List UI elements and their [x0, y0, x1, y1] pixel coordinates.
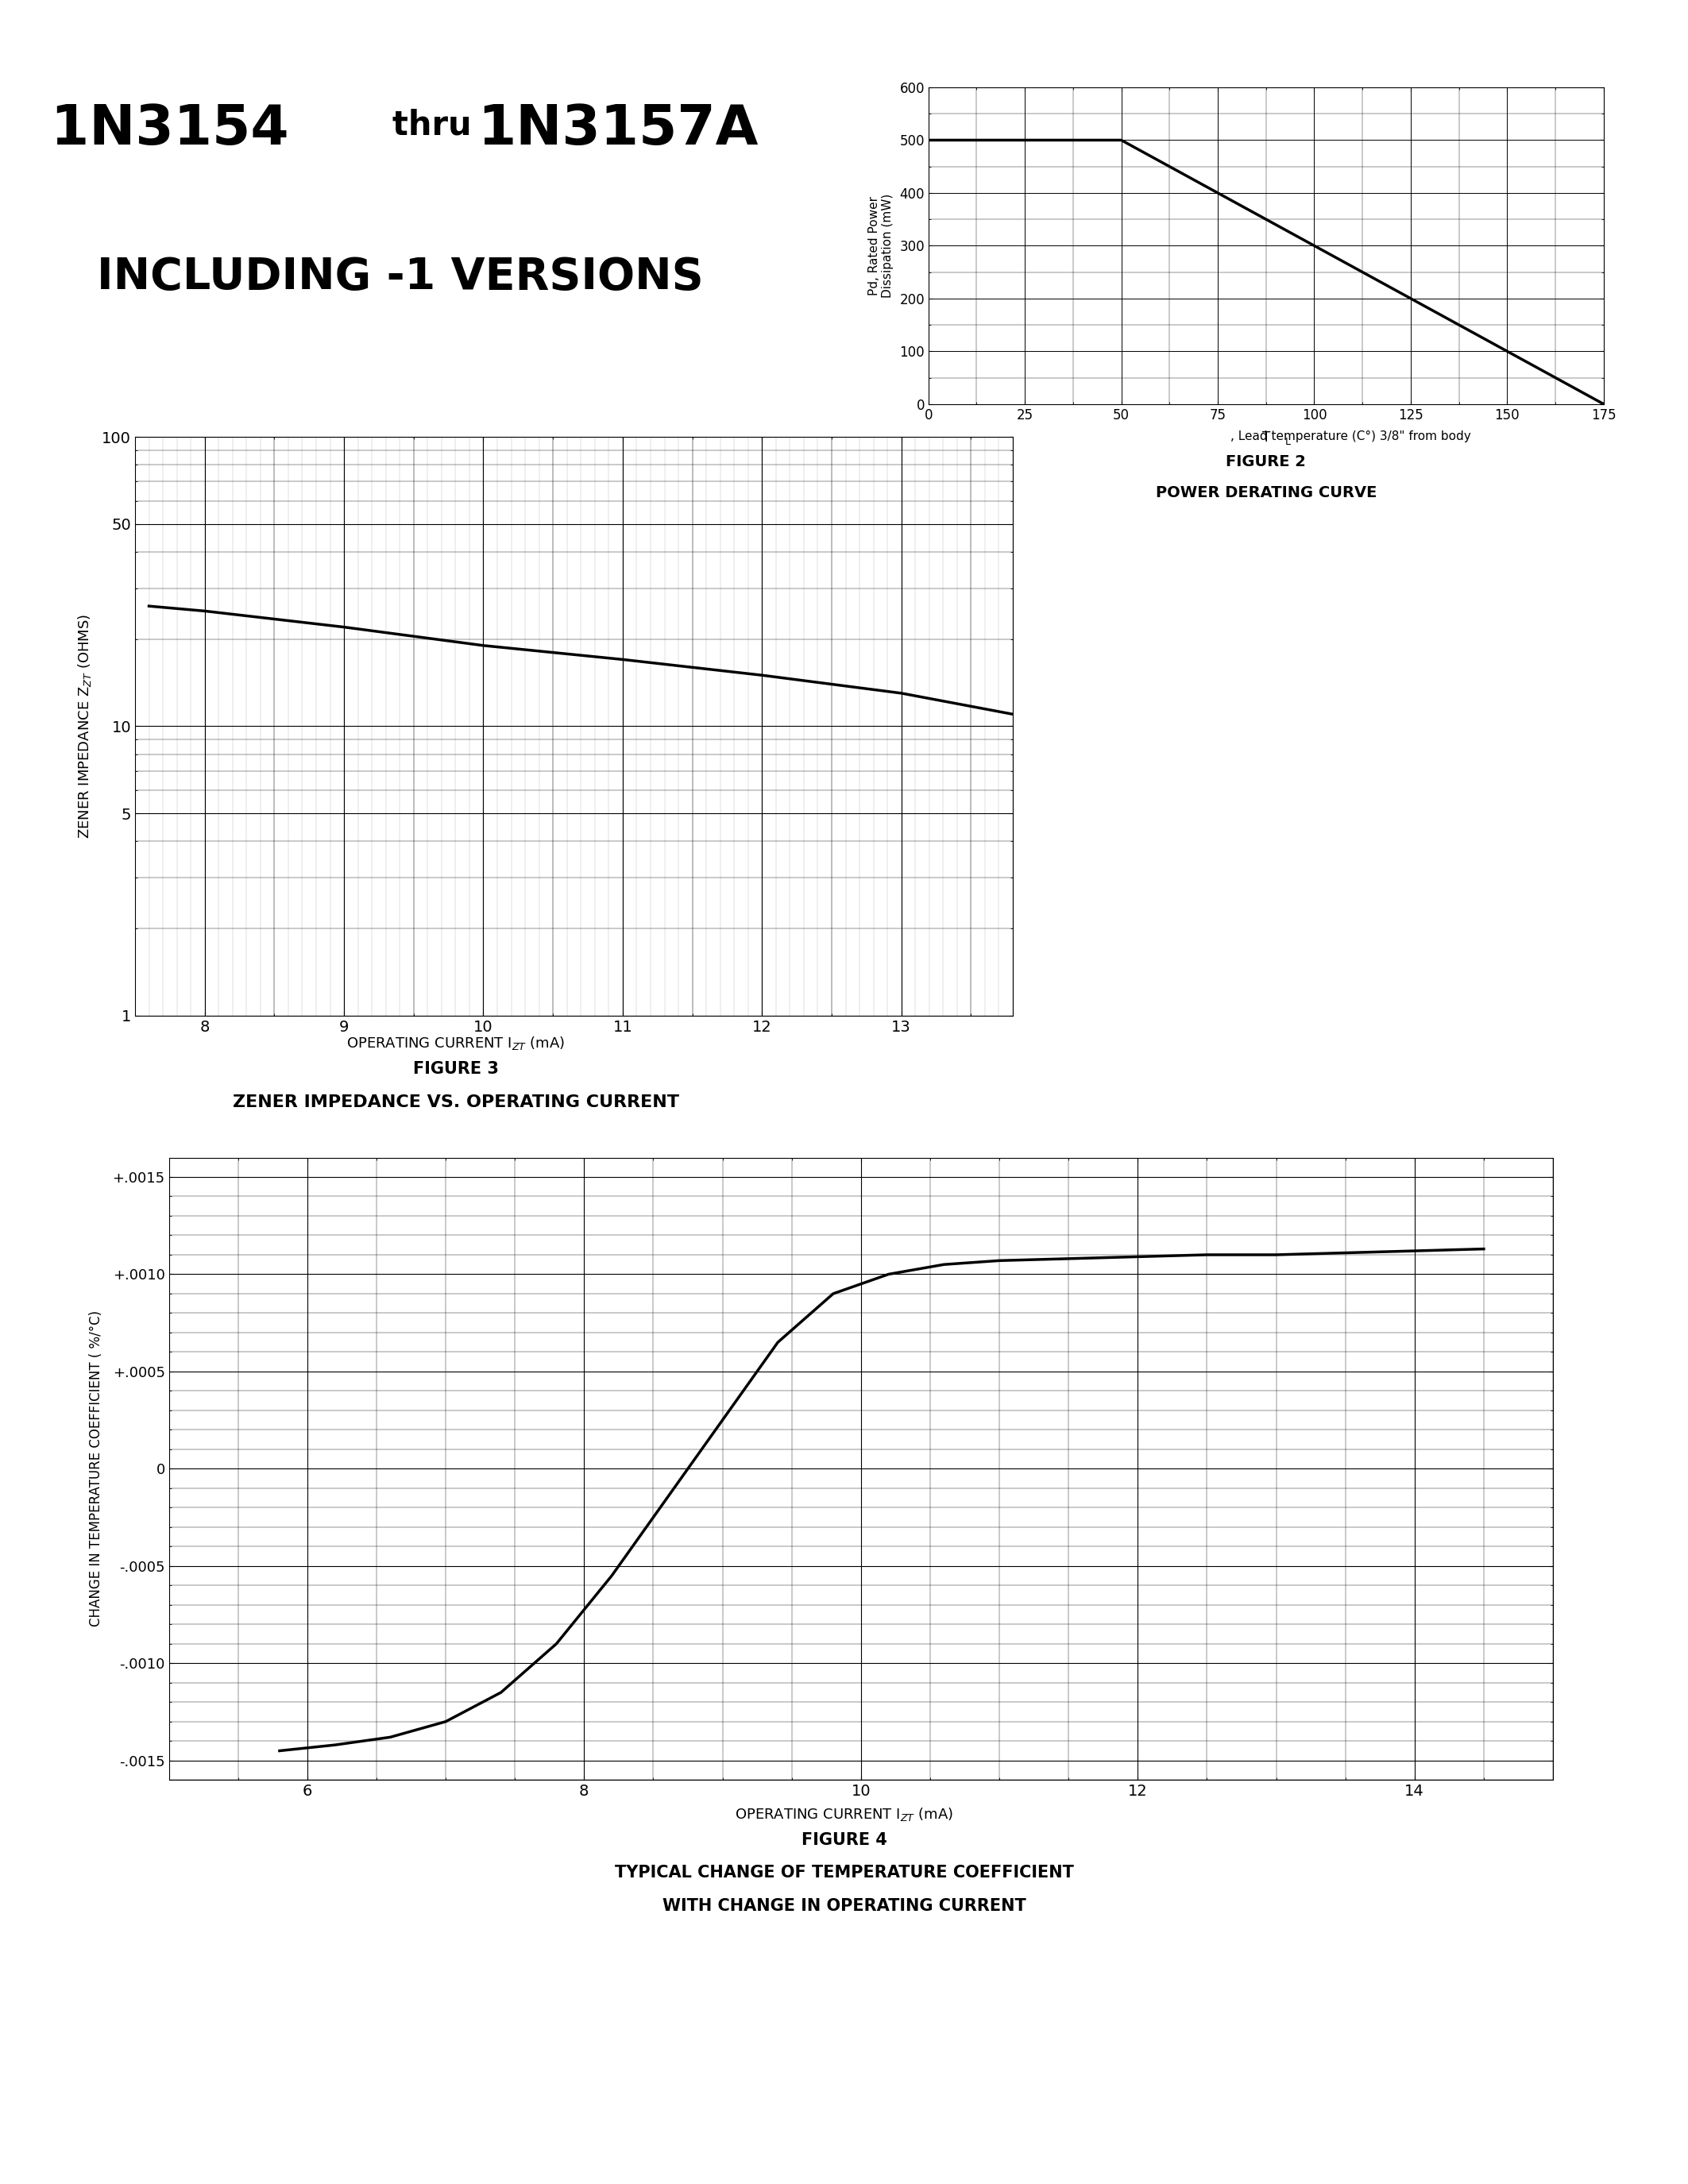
- Text: FIGURE 4: FIGURE 4: [802, 1832, 886, 1848]
- Y-axis label: CHANGE IN TEMPERATURE COEFFICIENT ( %/°C): CHANGE IN TEMPERATURE COEFFICIENT ( %/°C…: [89, 1310, 103, 1627]
- Text: OPERATING CURRENT I$_{ZT}$ (mA): OPERATING CURRENT I$_{ZT}$ (mA): [734, 1806, 954, 1824]
- Text: 1N3154: 1N3154: [51, 103, 307, 155]
- Text: FIGURE 2: FIGURE 2: [1225, 454, 1307, 470]
- Y-axis label: ZENER IMPEDANCE Z$_{ZT}$ (OHMS): ZENER IMPEDANCE Z$_{ZT}$ (OHMS): [76, 614, 93, 839]
- Text: T: T: [1263, 430, 1269, 446]
- Text: WITH CHANGE IN OPERATING CURRENT: WITH CHANGE IN OPERATING CURRENT: [662, 1898, 1026, 1913]
- Y-axis label: Pd, Rated Power
Dissipation (mW): Pd, Rated Power Dissipation (mW): [868, 194, 895, 297]
- Text: POWER DERATING CURVE: POWER DERATING CURVE: [1155, 485, 1377, 500]
- Text: FIGURE 3: FIGURE 3: [414, 1061, 498, 1077]
- Text: OPERATING CURRENT I$_{ZT}$ (mA): OPERATING CURRENT I$_{ZT}$ (mA): [346, 1035, 565, 1053]
- Text: thru: thru: [392, 109, 483, 142]
- Text: L: L: [1285, 437, 1291, 448]
- Text: INCLUDING -1 VERSIONS: INCLUDING -1 VERSIONS: [98, 256, 704, 299]
- Text: TYPICAL CHANGE OF TEMPERATURE COEFFICIENT: TYPICAL CHANGE OF TEMPERATURE COEFFICIEN…: [614, 1865, 1074, 1880]
- Text: , Lead temperature (C°) 3/8" from body: , Lead temperature (C°) 3/8" from body: [1231, 430, 1470, 441]
- Text: ZENER IMPEDANCE VS. OPERATING CURRENT: ZENER IMPEDANCE VS. OPERATING CURRENT: [233, 1094, 679, 1109]
- Text: 1N3157A: 1N3157A: [478, 103, 758, 155]
